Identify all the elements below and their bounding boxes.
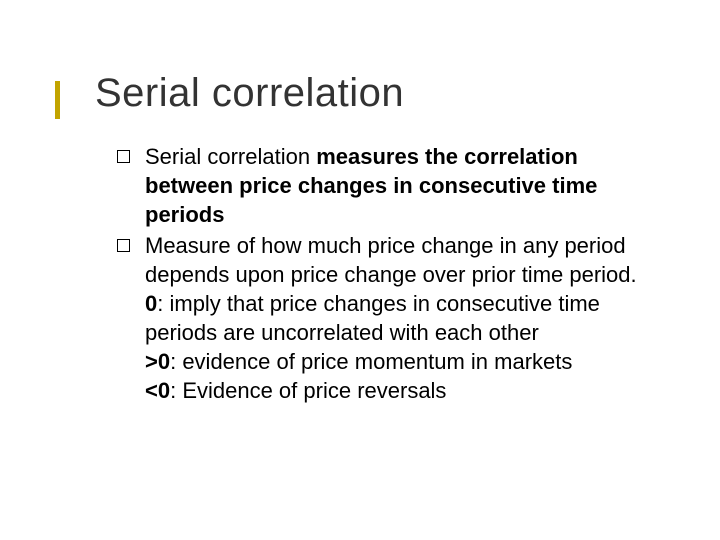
- bullet-line: <0: Evidence of price reversals: [145, 376, 660, 405]
- bullet-item: Measure of how much price change in any …: [117, 231, 660, 405]
- bullet-line: Measure of how much price change in any …: [145, 231, 660, 289]
- bullet-line: 0: imply that price changes in consecuti…: [145, 289, 660, 347]
- bullet-list: Serial correlation measures the correlat…: [95, 142, 660, 405]
- bullet-item: Serial correlation measures the correlat…: [117, 142, 660, 229]
- title-wrap: Serial correlation: [95, 72, 660, 114]
- accent-bar: [55, 81, 60, 119]
- text-segment: : imply that price changes in consecutiv…: [145, 291, 600, 345]
- slide-title: Serial correlation: [95, 72, 660, 114]
- text-segment: : Evidence of price reversals: [170, 378, 446, 403]
- text-segment: Serial correlation: [145, 144, 316, 169]
- slide: Serial correlation Serial correlation me…: [0, 0, 720, 540]
- text-segment: : evidence of price momentum in markets: [170, 349, 572, 374]
- text-segment-bold: <0: [145, 378, 170, 403]
- text-segment-bold: >0: [145, 349, 170, 374]
- text-segment: Measure of how much price change in any …: [145, 233, 637, 287]
- text-segment-bold: 0: [145, 291, 157, 316]
- bullet-line: >0: evidence of price momentum in market…: [145, 347, 660, 376]
